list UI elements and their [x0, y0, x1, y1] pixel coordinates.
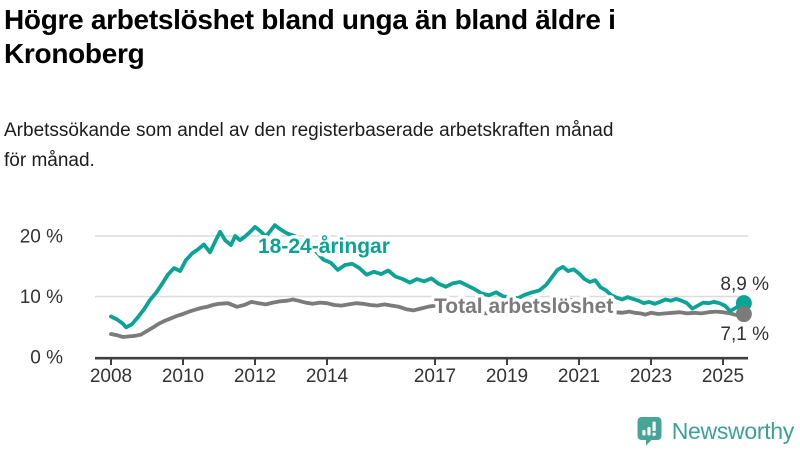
- x-axis-label: 2014: [306, 366, 349, 387]
- newsworthy-logo-text: Newsworthy: [671, 417, 795, 444]
- series-line-total: [109, 297, 746, 339]
- x-axis-label: 2010: [162, 366, 204, 387]
- x-axis-label: 2012: [234, 366, 276, 387]
- newsworthy-logo-icon: [637, 417, 662, 446]
- logo-bar-icon: [647, 427, 651, 436]
- x-axis-label: 2017: [414, 366, 456, 387]
- y-axis-label: 10 %: [20, 287, 63, 308]
- x-axis-label: 2019: [486, 366, 528, 387]
- newsworthy-logo[interactable]: Newsworthy: [636, 416, 794, 446]
- chart-title: Högre arbetslöshet bland unga än bland ä…: [4, 3, 764, 71]
- logo-exclamation-icon: [652, 421, 656, 431]
- x-axis-label: 2025: [702, 366, 744, 387]
- y-axis-label: 20 %: [20, 227, 63, 248]
- end-value-total: 7,1 %: [720, 324, 769, 345]
- chart-subtitle-line-1: Arbetssökande som andel av den registerb…: [4, 120, 614, 141]
- chart-subtitle: Arbetssökande som andel av den registerb…: [4, 116, 784, 176]
- series-label-youth: 18-24-åringar: [258, 235, 390, 258]
- x-axis-label: 2023: [630, 366, 672, 387]
- end-value-youth: 8,9 %: [720, 274, 769, 295]
- chart-subtitle-line-2: för månad.: [4, 150, 95, 171]
- x-axis-label: 2021: [558, 366, 600, 387]
- y-axis-label: 0 %: [30, 348, 63, 369]
- logo-bar-icon: [642, 430, 646, 436]
- series-line-youth: [109, 223, 746, 330]
- logo-exclamation-dot-icon: [652, 432, 656, 436]
- chart-title-line-1: Högre arbetslöshet bland unga än bland ä…: [4, 4, 616, 35]
- x-axis-label: 2008: [90, 366, 132, 387]
- series-label-total: Total arbetslöshet: [434, 295, 613, 318]
- series-endpoint-total: [735, 306, 752, 323]
- chart-title-line-2: Kronoberg: [4, 38, 145, 69]
